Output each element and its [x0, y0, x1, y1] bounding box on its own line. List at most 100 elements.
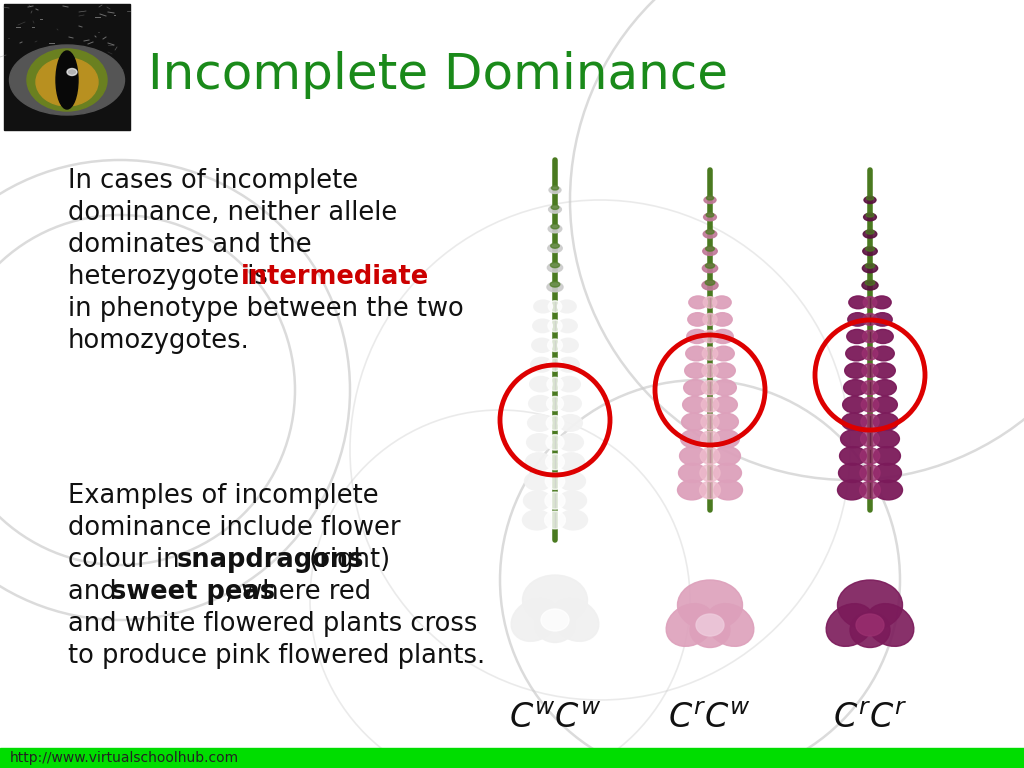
- Ellipse shape: [548, 301, 562, 312]
- Ellipse shape: [861, 397, 879, 412]
- Ellipse shape: [559, 491, 587, 510]
- Ellipse shape: [549, 206, 561, 214]
- Ellipse shape: [558, 434, 584, 451]
- Ellipse shape: [36, 58, 98, 106]
- Ellipse shape: [701, 364, 718, 377]
- Ellipse shape: [548, 263, 562, 272]
- Ellipse shape: [550, 282, 560, 287]
- Ellipse shape: [9, 45, 125, 115]
- Ellipse shape: [706, 230, 714, 234]
- Ellipse shape: [848, 313, 867, 326]
- Ellipse shape: [523, 491, 551, 510]
- Ellipse shape: [713, 379, 736, 396]
- Ellipse shape: [682, 413, 707, 430]
- Ellipse shape: [547, 377, 563, 391]
- Ellipse shape: [527, 415, 552, 432]
- Ellipse shape: [862, 364, 879, 377]
- Ellipse shape: [865, 280, 874, 285]
- Ellipse shape: [551, 598, 599, 641]
- Ellipse shape: [27, 49, 106, 111]
- Ellipse shape: [551, 243, 559, 248]
- Text: intermediate: intermediate: [242, 264, 429, 290]
- Ellipse shape: [678, 580, 742, 630]
- Ellipse shape: [866, 196, 873, 200]
- Ellipse shape: [696, 614, 724, 636]
- Ellipse shape: [862, 280, 878, 290]
- Ellipse shape: [706, 247, 715, 251]
- Ellipse shape: [541, 609, 569, 631]
- Ellipse shape: [558, 338, 579, 353]
- Ellipse shape: [873, 430, 899, 448]
- Text: homozygotes.: homozygotes.: [68, 328, 250, 354]
- Ellipse shape: [865, 263, 874, 268]
- Ellipse shape: [703, 214, 717, 221]
- Text: dominance include flower: dominance include flower: [68, 515, 400, 541]
- Ellipse shape: [551, 186, 559, 190]
- Ellipse shape: [707, 213, 714, 217]
- Ellipse shape: [56, 51, 78, 109]
- Ellipse shape: [873, 447, 900, 465]
- Ellipse shape: [558, 396, 582, 412]
- Ellipse shape: [545, 492, 565, 509]
- Ellipse shape: [699, 482, 721, 498]
- Text: sweet peas: sweet peas: [112, 579, 275, 605]
- Ellipse shape: [849, 296, 867, 309]
- Ellipse shape: [702, 313, 717, 326]
- Ellipse shape: [689, 296, 708, 309]
- Ellipse shape: [528, 396, 552, 412]
- Text: Incomplete Dominance: Incomplete Dominance: [148, 51, 728, 99]
- Ellipse shape: [551, 263, 559, 267]
- Ellipse shape: [866, 213, 873, 217]
- Text: Examples of incomplete: Examples of incomplete: [68, 483, 379, 509]
- Ellipse shape: [840, 447, 866, 465]
- Ellipse shape: [703, 296, 717, 308]
- Ellipse shape: [713, 363, 735, 379]
- Ellipse shape: [525, 453, 552, 471]
- Ellipse shape: [873, 463, 901, 482]
- Ellipse shape: [683, 396, 707, 413]
- Ellipse shape: [714, 480, 742, 500]
- Ellipse shape: [558, 319, 578, 333]
- Ellipse shape: [529, 376, 552, 392]
- Ellipse shape: [866, 604, 913, 647]
- Text: heterozygote is: heterozygote is: [68, 264, 276, 290]
- Ellipse shape: [850, 613, 890, 647]
- Ellipse shape: [688, 313, 708, 326]
- Bar: [4, 4, 130, 130]
- Ellipse shape: [839, 463, 866, 482]
- Ellipse shape: [713, 296, 731, 309]
- Ellipse shape: [684, 379, 707, 396]
- Ellipse shape: [531, 338, 552, 353]
- Ellipse shape: [714, 447, 740, 465]
- Text: $C^rC^w$: $C^rC^w$: [669, 701, 752, 734]
- Bar: [0, 748, 1024, 768]
- Ellipse shape: [559, 510, 588, 530]
- Ellipse shape: [547, 358, 563, 371]
- Ellipse shape: [551, 205, 559, 210]
- Ellipse shape: [844, 379, 867, 396]
- Ellipse shape: [861, 380, 879, 395]
- Ellipse shape: [679, 463, 707, 482]
- Ellipse shape: [559, 472, 586, 491]
- Text: $C^rC^r$: $C^rC^r$: [833, 701, 907, 734]
- Ellipse shape: [873, 363, 895, 379]
- Ellipse shape: [838, 480, 866, 500]
- Ellipse shape: [863, 313, 878, 326]
- Ellipse shape: [841, 430, 866, 448]
- Ellipse shape: [678, 480, 707, 500]
- Ellipse shape: [856, 614, 884, 636]
- Ellipse shape: [863, 247, 878, 256]
- Ellipse shape: [866, 230, 874, 234]
- Ellipse shape: [547, 396, 563, 411]
- Ellipse shape: [713, 346, 734, 361]
- Ellipse shape: [714, 413, 738, 430]
- Text: and: and: [68, 579, 125, 605]
- Ellipse shape: [558, 357, 580, 372]
- Ellipse shape: [703, 230, 717, 238]
- Ellipse shape: [845, 363, 867, 379]
- Ellipse shape: [681, 430, 707, 448]
- Ellipse shape: [872, 329, 893, 343]
- Ellipse shape: [860, 465, 880, 482]
- Ellipse shape: [700, 448, 720, 464]
- Ellipse shape: [546, 454, 564, 470]
